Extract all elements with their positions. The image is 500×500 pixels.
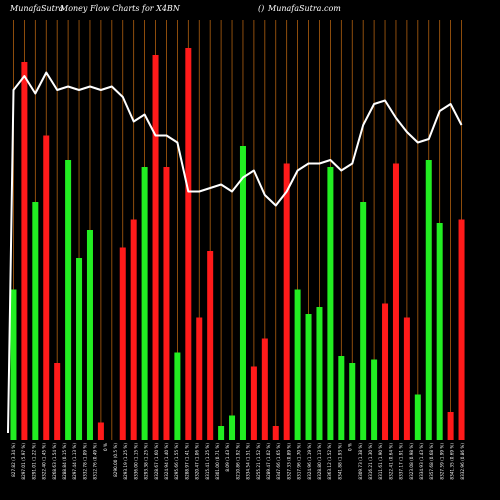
x-axis-tick-label: 8341.88 (1.93 %) bbox=[337, 443, 342, 480]
money-flow-bar bbox=[327, 167, 334, 440]
money-flow-bar bbox=[10, 289, 17, 440]
money-flow-bar bbox=[360, 202, 367, 440]
money-flow-bar bbox=[174, 352, 181, 440]
money-flow-bar bbox=[458, 219, 465, 440]
money-flow-bar bbox=[86, 230, 93, 440]
x-axis-tick-label: 8363.12 (1.52 %) bbox=[327, 443, 332, 480]
x-axis-tick-label: 8255.21 (1.52 %) bbox=[256, 443, 261, 480]
money-flow-bar bbox=[425, 160, 432, 440]
x-axis-tick-label: 8324.96 (1.19 %) bbox=[307, 443, 312, 480]
x-axis-tick-label: 8297.44 (1.13 %) bbox=[72, 443, 77, 480]
money-flow-bar bbox=[338, 356, 345, 440]
site-name-left: MunafaSutra bbox=[9, 4, 64, 13]
x-axis-tick-label: 8332.78 (1.09 %) bbox=[82, 443, 87, 480]
money-flow-bar bbox=[119, 247, 126, 440]
money-flow-bar bbox=[207, 251, 214, 440]
x-axis-tick-label: 8334.93 (1.43 %) bbox=[419, 443, 424, 480]
x-axis-tick-label: 8341.35 (0.69 %) bbox=[450, 443, 455, 480]
x-axis-tick-label: 8290.00 (0.5 %) bbox=[113, 443, 118, 477]
x-axis-tick-label: 8210.86 (1.92 %) bbox=[235, 443, 240, 480]
money-flow-bar bbox=[382, 303, 389, 440]
site-name-right: MunafaSutra.com bbox=[267, 4, 341, 13]
x-axis-tick-label: 0 % bbox=[348, 443, 353, 451]
money-flow-bar bbox=[250, 366, 257, 440]
x-axis-tick-label: 8327.59 (1.99 %) bbox=[439, 443, 444, 480]
chart-title: Money Flow Charts for X4BN bbox=[59, 4, 181, 13]
money-flow-bars bbox=[10, 48, 465, 440]
x-axis-tick-label: 8293.38 (1.25 %) bbox=[144, 443, 149, 480]
x-axis-tick-label: 8297.01 (5.97 %) bbox=[21, 443, 26, 480]
money-flow-bar bbox=[218, 426, 225, 440]
x-axis-tick-label: 8312.76 (0.49 %) bbox=[93, 443, 98, 480]
x-axis-tick-label: 8332.96 (0.86 %) bbox=[460, 443, 465, 480]
x-axis-tick-label: 827.82 (3.34 %) bbox=[11, 443, 16, 477]
x-axis-tick-label: 8289.47 (1.02 %) bbox=[266, 443, 271, 480]
price-line-layer bbox=[7, 71, 463, 434]
money-flow-bar bbox=[261, 338, 268, 440]
x-axis-tick-label: 8311.61 (1.90 %) bbox=[378, 443, 383, 480]
money-flow-bar bbox=[414, 394, 421, 440]
money-flow-bar bbox=[403, 317, 410, 440]
money-flow-bar bbox=[185, 48, 192, 440]
money-flow-bar bbox=[163, 167, 170, 440]
x-axis-tick-label: 8.09 (1.43 %) bbox=[225, 443, 230, 472]
money-flow-bar bbox=[371, 359, 378, 440]
x-axis-tick-label: 8291.01 (1.22 %) bbox=[31, 443, 36, 480]
x-axis-labels: 827.82 (3.34 %) 8297.01 (5.97 %) 8291.01 (… bbox=[11, 443, 465, 480]
money-flow-bar bbox=[54, 363, 61, 440]
x-axis-tick-label: 8328.80 (1.13 %) bbox=[317, 443, 322, 480]
x-axis-tick-label: 8334.54 (1.51 %) bbox=[246, 443, 251, 480]
x-axis-tick-label: 8288.97 (1.41 %) bbox=[184, 443, 189, 480]
money-flow-bar bbox=[239, 146, 246, 440]
x-axis-tick-label: 8293.19 (1.25 %) bbox=[123, 443, 128, 480]
x-axis-tick-label: 8309.73 (1.38 %) bbox=[358, 443, 363, 480]
title-parenthesis: () bbox=[258, 4, 264, 13]
money-flow-bar bbox=[141, 167, 148, 440]
money-flow-bar bbox=[21, 62, 28, 440]
x-axis-tick-label: 8336.00 (1.15 %) bbox=[133, 443, 138, 480]
x-axis-tick-label: 8295.66 (1.55 %) bbox=[174, 443, 179, 480]
price-line bbox=[7, 71, 463, 434]
x-axis-tick-label: 8337.17 (1.91 %) bbox=[399, 443, 404, 480]
x-axis-tick-label: 8288.84 (0.15 %) bbox=[62, 443, 67, 480]
money-flow-bar bbox=[65, 160, 72, 440]
x-axis-tick-label: 8357.68 (0.68 %) bbox=[429, 443, 434, 480]
x-axis-tick-label: 8301.00 (0.71 %) bbox=[215, 443, 220, 480]
x-axis-tick-label: 8323.08 (0.98 %) bbox=[409, 443, 414, 480]
x-axis-tick-label: 8322.41 (0.64 %) bbox=[388, 443, 393, 480]
money-flow-bar bbox=[316, 307, 323, 440]
x-axis-tick-label: 8320.47 (1.06 %) bbox=[195, 443, 200, 480]
x-axis-tick-label: 8322.40 (1.45 %) bbox=[42, 443, 47, 480]
x-axis-tick-label: 8268.63 (1.54 %) bbox=[52, 443, 57, 480]
money-flow-bar bbox=[130, 219, 137, 440]
x-axis-tick-label: 8347.66 (1.65 %) bbox=[276, 443, 281, 480]
x-axis-tick-label: 0 % bbox=[103, 443, 108, 451]
money-flow-bar bbox=[392, 163, 399, 440]
x-axis-tick-label: 8328.67 (1.60 %) bbox=[154, 443, 159, 480]
money-flow-bar bbox=[32, 202, 39, 440]
money-flow-bar bbox=[294, 289, 301, 440]
money-flow-bar bbox=[272, 426, 279, 440]
money-flow-bar bbox=[283, 163, 290, 440]
x-axis-tick-label: 8317.96 (1.70 %) bbox=[297, 443, 302, 480]
money-flow-bar bbox=[447, 412, 454, 440]
money-flow-bar bbox=[229, 415, 236, 440]
x-axis-tick-label: 8324.94 (1.40 %) bbox=[164, 443, 169, 480]
money-flow-bar bbox=[305, 314, 312, 440]
money-flow-bar bbox=[152, 55, 159, 440]
money-flow-bar bbox=[76, 258, 83, 440]
x-axis-tick-label: 8316.21 (1.30 %) bbox=[368, 443, 373, 480]
money-flow-bar bbox=[43, 135, 50, 440]
money-flow-bar bbox=[196, 317, 203, 440]
x-axis-tick-label: 8327.33 (0.89 %) bbox=[286, 443, 291, 480]
x-axis-tick-label: 8315.41 (1.25 %) bbox=[205, 443, 210, 480]
money-flow-bar bbox=[349, 363, 356, 440]
money-flow-bar bbox=[436, 223, 443, 440]
money-flow-bar bbox=[97, 422, 104, 440]
